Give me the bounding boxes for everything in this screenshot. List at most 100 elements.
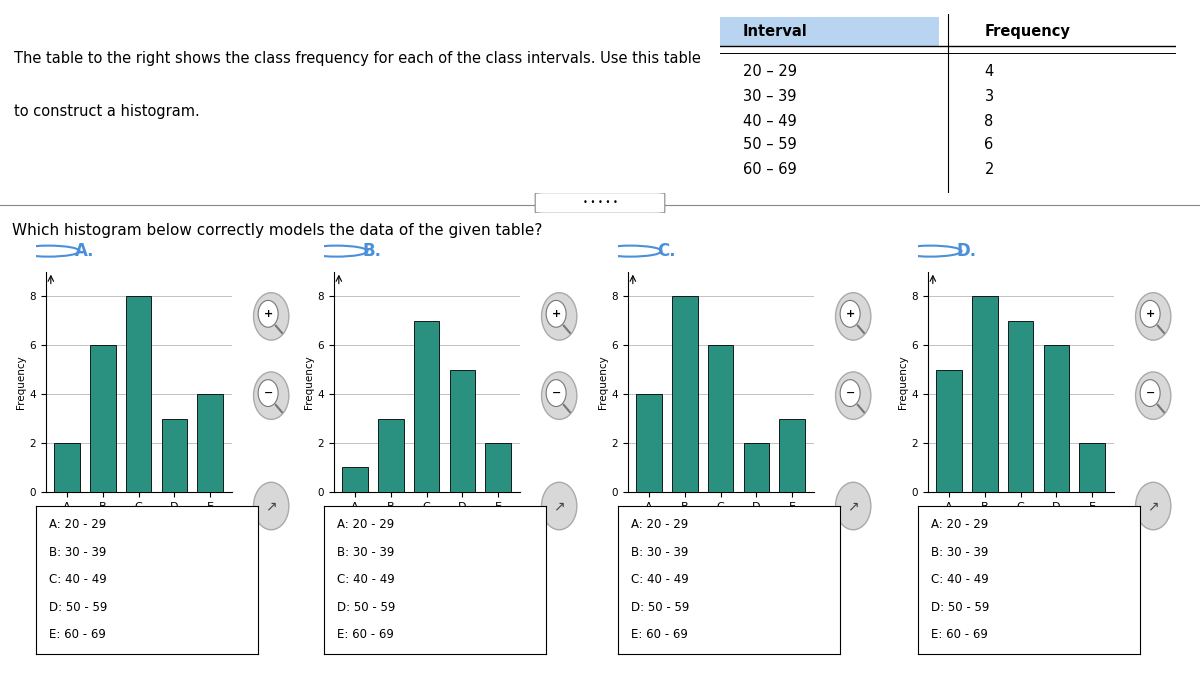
Text: D: 50 - 59: D: 50 - 59	[49, 601, 108, 614]
Text: to construct a histogram.: to construct a histogram.	[14, 104, 199, 119]
Text: 8: 8	[984, 114, 994, 129]
Circle shape	[1135, 372, 1171, 420]
Text: B.: B.	[362, 242, 382, 260]
Text: Interval: Interval	[743, 24, 808, 39]
Text: 2: 2	[984, 162, 994, 177]
Text: D: 50 - 59: D: 50 - 59	[337, 601, 396, 614]
Text: Which histogram below correctly models the data of the given table?: Which histogram below correctly models t…	[12, 223, 542, 238]
Circle shape	[1140, 380, 1160, 407]
Text: D: 50 - 59: D: 50 - 59	[931, 601, 990, 614]
Text: +: +	[264, 309, 272, 319]
Text: 50 – 59: 50 – 59	[743, 137, 797, 152]
Circle shape	[258, 301, 278, 327]
Circle shape	[541, 372, 577, 420]
Text: E: 60 - 69: E: 60 - 69	[337, 628, 394, 641]
Bar	[720, 17, 938, 46]
Text: B: 30 - 39: B: 30 - 39	[931, 546, 989, 559]
Text: +: +	[1146, 309, 1154, 319]
Text: 6: 6	[984, 137, 994, 152]
Text: −: −	[264, 388, 272, 398]
Text: A: 20 - 29: A: 20 - 29	[337, 519, 395, 531]
Text: +: +	[552, 309, 560, 319]
Circle shape	[253, 372, 289, 420]
Y-axis label: Frequency: Frequency	[305, 355, 314, 409]
Text: B: 30 - 39: B: 30 - 39	[49, 546, 107, 559]
Text: • • • • •: • • • • •	[582, 198, 618, 207]
Circle shape	[541, 292, 577, 340]
Bar	[1008, 321, 1033, 492]
Text: −: −	[552, 388, 560, 398]
Circle shape	[541, 482, 577, 530]
Bar	[197, 394, 223, 492]
Text: D.: D.	[956, 242, 977, 260]
Text: ↗: ↗	[847, 499, 859, 513]
Circle shape	[253, 482, 289, 530]
X-axis label: Interval: Interval	[406, 515, 448, 524]
Bar	[90, 345, 115, 492]
Bar	[779, 418, 805, 492]
Circle shape	[1140, 301, 1160, 327]
Text: C: 40 - 49: C: 40 - 49	[337, 573, 395, 586]
Y-axis label: Frequency: Frequency	[599, 355, 608, 409]
Text: −: −	[846, 388, 854, 398]
Bar	[378, 418, 403, 492]
Bar	[1079, 443, 1105, 492]
Text: A.: A.	[74, 242, 95, 260]
Text: A: 20 - 29: A: 20 - 29	[931, 519, 989, 531]
Circle shape	[835, 292, 871, 340]
Circle shape	[546, 380, 566, 407]
Text: The table to the right shows the class frequency for each of the class intervals: The table to the right shows the class f…	[14, 51, 701, 66]
Text: C: 40 - 49: C: 40 - 49	[49, 573, 107, 586]
Bar	[162, 418, 187, 492]
Text: C: 40 - 49: C: 40 - 49	[631, 573, 689, 586]
Text: A: 20 - 29: A: 20 - 29	[49, 519, 107, 531]
Text: 4: 4	[984, 63, 994, 78]
Bar	[54, 443, 80, 492]
Text: E: 60 - 69: E: 60 - 69	[49, 628, 106, 641]
Y-axis label: Frequency: Frequency	[17, 355, 26, 409]
Bar	[485, 443, 511, 492]
Text: D: 50 - 59: D: 50 - 59	[631, 601, 690, 614]
Text: ↗: ↗	[1147, 499, 1159, 513]
Text: +: +	[846, 309, 854, 319]
Bar	[744, 443, 769, 492]
Text: E: 60 - 69: E: 60 - 69	[931, 628, 988, 641]
Bar	[636, 394, 662, 492]
Circle shape	[840, 380, 860, 407]
Text: 60 – 69: 60 – 69	[743, 162, 797, 177]
Text: 40 – 49: 40 – 49	[743, 114, 797, 129]
Text: A: 20 - 29: A: 20 - 29	[631, 519, 689, 531]
Text: B: 30 - 39: B: 30 - 39	[337, 546, 395, 559]
Text: 20 – 29: 20 – 29	[743, 63, 797, 78]
Bar	[126, 297, 151, 492]
Circle shape	[546, 301, 566, 327]
Circle shape	[835, 482, 871, 530]
Bar	[414, 321, 439, 492]
X-axis label: Interval: Interval	[118, 515, 160, 524]
Text: E: 60 - 69: E: 60 - 69	[631, 628, 688, 641]
Bar	[1044, 345, 1069, 492]
X-axis label: Interval: Interval	[1000, 515, 1042, 524]
Text: 3: 3	[984, 89, 994, 104]
Circle shape	[258, 380, 278, 407]
Circle shape	[840, 301, 860, 327]
Circle shape	[835, 372, 871, 420]
Bar	[708, 345, 733, 492]
X-axis label: Interval: Interval	[700, 515, 742, 524]
Y-axis label: Frequency: Frequency	[899, 355, 908, 409]
Text: Frequency: Frequency	[984, 24, 1070, 39]
Circle shape	[1135, 482, 1171, 530]
Text: C: 40 - 49: C: 40 - 49	[931, 573, 989, 586]
Text: 30 – 39: 30 – 39	[743, 89, 797, 104]
FancyBboxPatch shape	[535, 193, 665, 213]
Bar	[672, 297, 697, 492]
Text: ↗: ↗	[553, 499, 565, 513]
Text: B: 30 - 39: B: 30 - 39	[631, 546, 689, 559]
Bar	[936, 369, 962, 492]
Bar	[450, 369, 475, 492]
Text: C.: C.	[656, 242, 676, 260]
Bar	[972, 297, 997, 492]
Circle shape	[1135, 292, 1171, 340]
Text: ↗: ↗	[265, 499, 277, 513]
Circle shape	[253, 292, 289, 340]
